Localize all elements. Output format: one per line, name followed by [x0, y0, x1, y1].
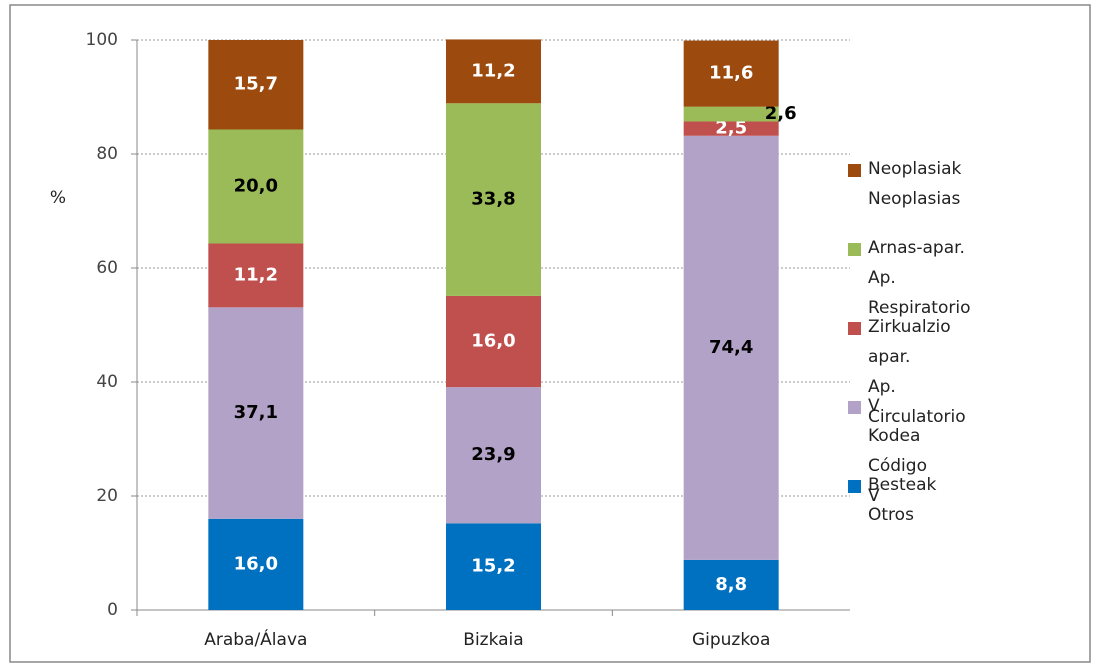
- legend-label: Arnas-apar. Ap. Respiratorio: [868, 238, 971, 318]
- legend-swatch: [848, 480, 861, 493]
- bar-segment: [446, 295, 541, 388]
- bar-segment: [208, 129, 304, 244]
- y-axis-label: %: [50, 188, 66, 208]
- chart-border: [9, 4, 1091, 663]
- y-tick-label: 100: [86, 30, 118, 50]
- value-label: 74,4: [709, 337, 753, 358]
- value-label: 20,0: [234, 175, 278, 196]
- y-tick-label: 20: [96, 486, 118, 506]
- value-label: 15,2: [471, 556, 515, 577]
- legend-label: Besteak Otros: [868, 475, 937, 525]
- value-label: 2,6: [765, 103, 797, 124]
- x-tick-label: Araba/Álava: [204, 628, 307, 650]
- bar-segment: [683, 121, 779, 136]
- bar-segment: [446, 523, 541, 610]
- legend-swatch: [848, 243, 861, 256]
- bar-segment: [683, 106, 779, 122]
- legend-label: Zirkualzio apar. Ap. Circulatorio: [868, 317, 966, 427]
- legend-label: Neoplasiak Neoplasias: [868, 159, 962, 209]
- y-tick-label: 40: [96, 372, 118, 392]
- value-label: 16,0: [234, 553, 278, 574]
- x-tick-label: Gipuzkoa: [692, 630, 770, 650]
- value-label: 8,8: [715, 574, 747, 595]
- value-label: 11,2: [234, 264, 278, 285]
- bar-segment: [683, 40, 779, 107]
- value-label: 15,7: [234, 74, 278, 95]
- legend-swatch: [848, 401, 861, 414]
- value-label: 37,1: [234, 402, 278, 423]
- legend-swatch: [848, 164, 861, 177]
- y-tick-label: 80: [96, 144, 118, 164]
- bar-segment: [208, 307, 304, 519]
- bar-segment: [446, 39, 541, 104]
- value-label: 23,9: [471, 444, 515, 465]
- value-label: 11,2: [471, 60, 515, 81]
- value-label: 16,0: [471, 331, 515, 352]
- y-tick-label: 0: [107, 600, 118, 620]
- y-tick-label: 60: [96, 258, 118, 278]
- bar-segment: [208, 518, 304, 610]
- bar-segment: [208, 40, 304, 130]
- bar-segment: [208, 243, 304, 308]
- bar-segment: [683, 135, 779, 560]
- bar-segment: [683, 559, 779, 610]
- bar-segment: [446, 387, 541, 524]
- value-label: 33,8: [471, 189, 515, 210]
- legend-label: V Kodea Código V: [868, 396, 927, 506]
- value-label: 2,5: [715, 118, 747, 139]
- x-tick-label: Bizkaia: [463, 630, 523, 650]
- value-label: 11,6: [709, 63, 753, 84]
- bar-segment: [446, 103, 541, 296]
- legend-swatch: [848, 322, 861, 335]
